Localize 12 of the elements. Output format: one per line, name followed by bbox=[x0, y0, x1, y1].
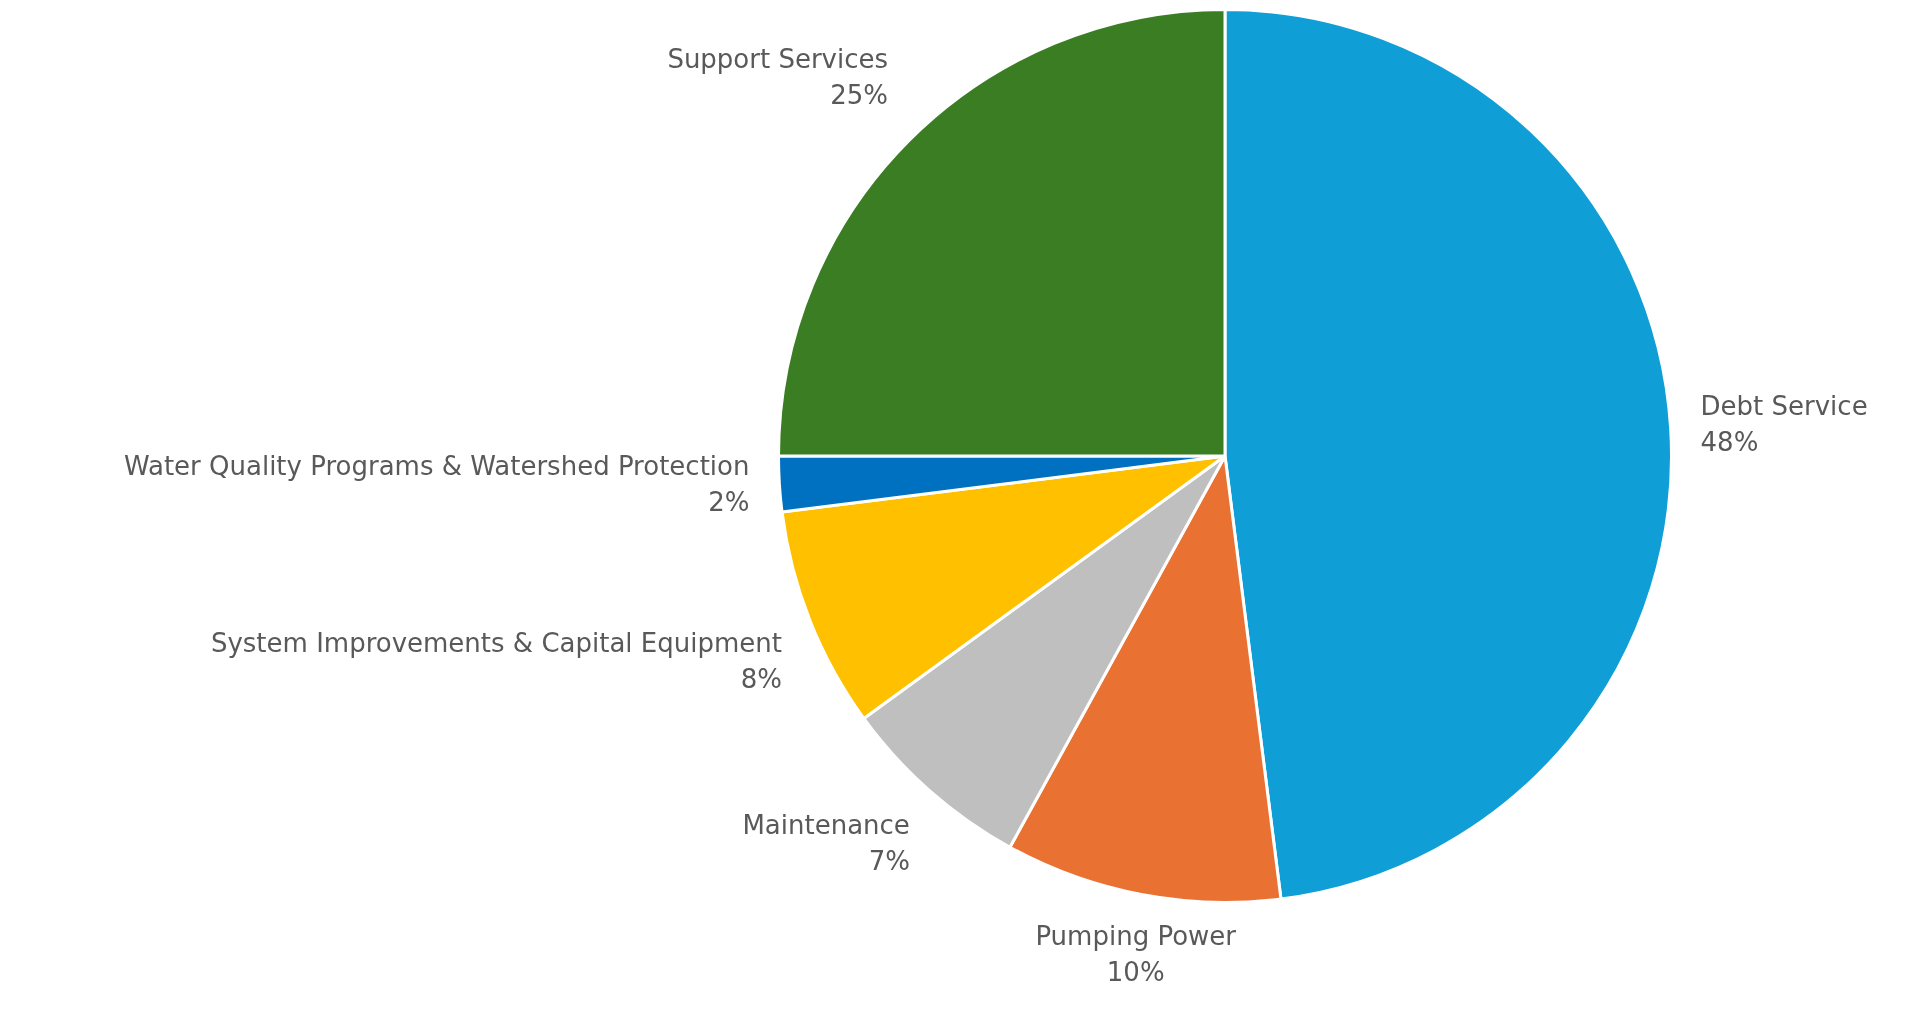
slice-label: Pumping Power bbox=[1035, 920, 1237, 951]
data-label: 8% bbox=[740, 664, 782, 695]
slice-label: Support Services bbox=[667, 43, 889, 74]
data-label: 10% bbox=[1106, 956, 1165, 987]
data-label: 7% bbox=[868, 846, 910, 877]
data-label: 2% bbox=[708, 486, 750, 517]
slice-label: Debt Service bbox=[1700, 390, 1868, 421]
slice-label: Water Quality Programs & Watershed Protection bbox=[123, 450, 750, 481]
data-label: 25% bbox=[830, 79, 889, 110]
data-label: 48% bbox=[1700, 426, 1759, 457]
slice-label: Maintenance bbox=[742, 810, 910, 841]
slice-label: System Improvements & Capital Equipment bbox=[210, 628, 782, 659]
